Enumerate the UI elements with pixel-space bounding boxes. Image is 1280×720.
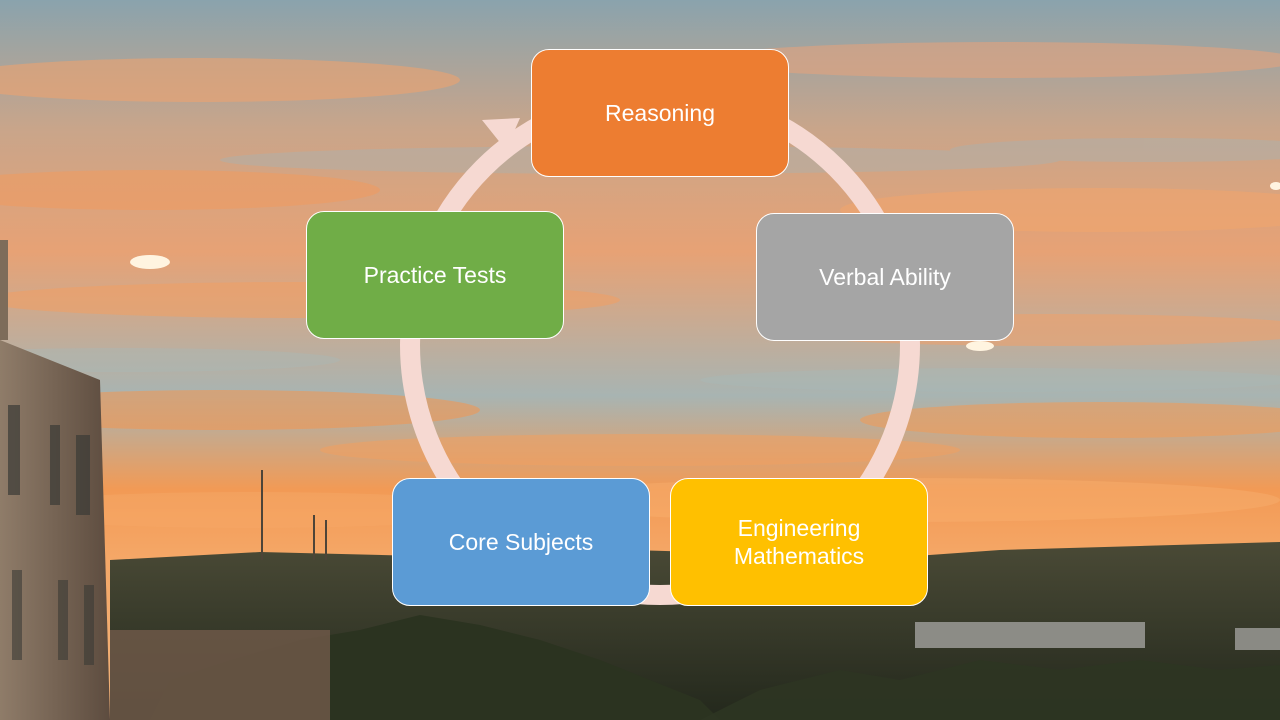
cycle-node-reasoning: Reasoning bbox=[531, 49, 789, 177]
cycle-node-label: Reasoning bbox=[605, 100, 715, 126]
cycle-node-core-subjects: Core Subjects bbox=[392, 478, 650, 606]
cycle-node-label: Verbal Ability bbox=[819, 264, 951, 290]
cycle-node-engineering-mathematics: Engineering Mathematics bbox=[670, 478, 928, 606]
cycle-node-label: Engineering Mathematics bbox=[733, 515, 865, 569]
cycle-node-verbal-ability: Verbal Ability bbox=[756, 213, 1014, 341]
cycle-node-label: Practice Tests bbox=[363, 262, 507, 288]
cycle-arrowhead-icon bbox=[482, 118, 520, 150]
cycle-node-label: Core Subjects bbox=[448, 529, 594, 555]
cycle-node-practice-tests: Practice Tests bbox=[306, 211, 564, 339]
